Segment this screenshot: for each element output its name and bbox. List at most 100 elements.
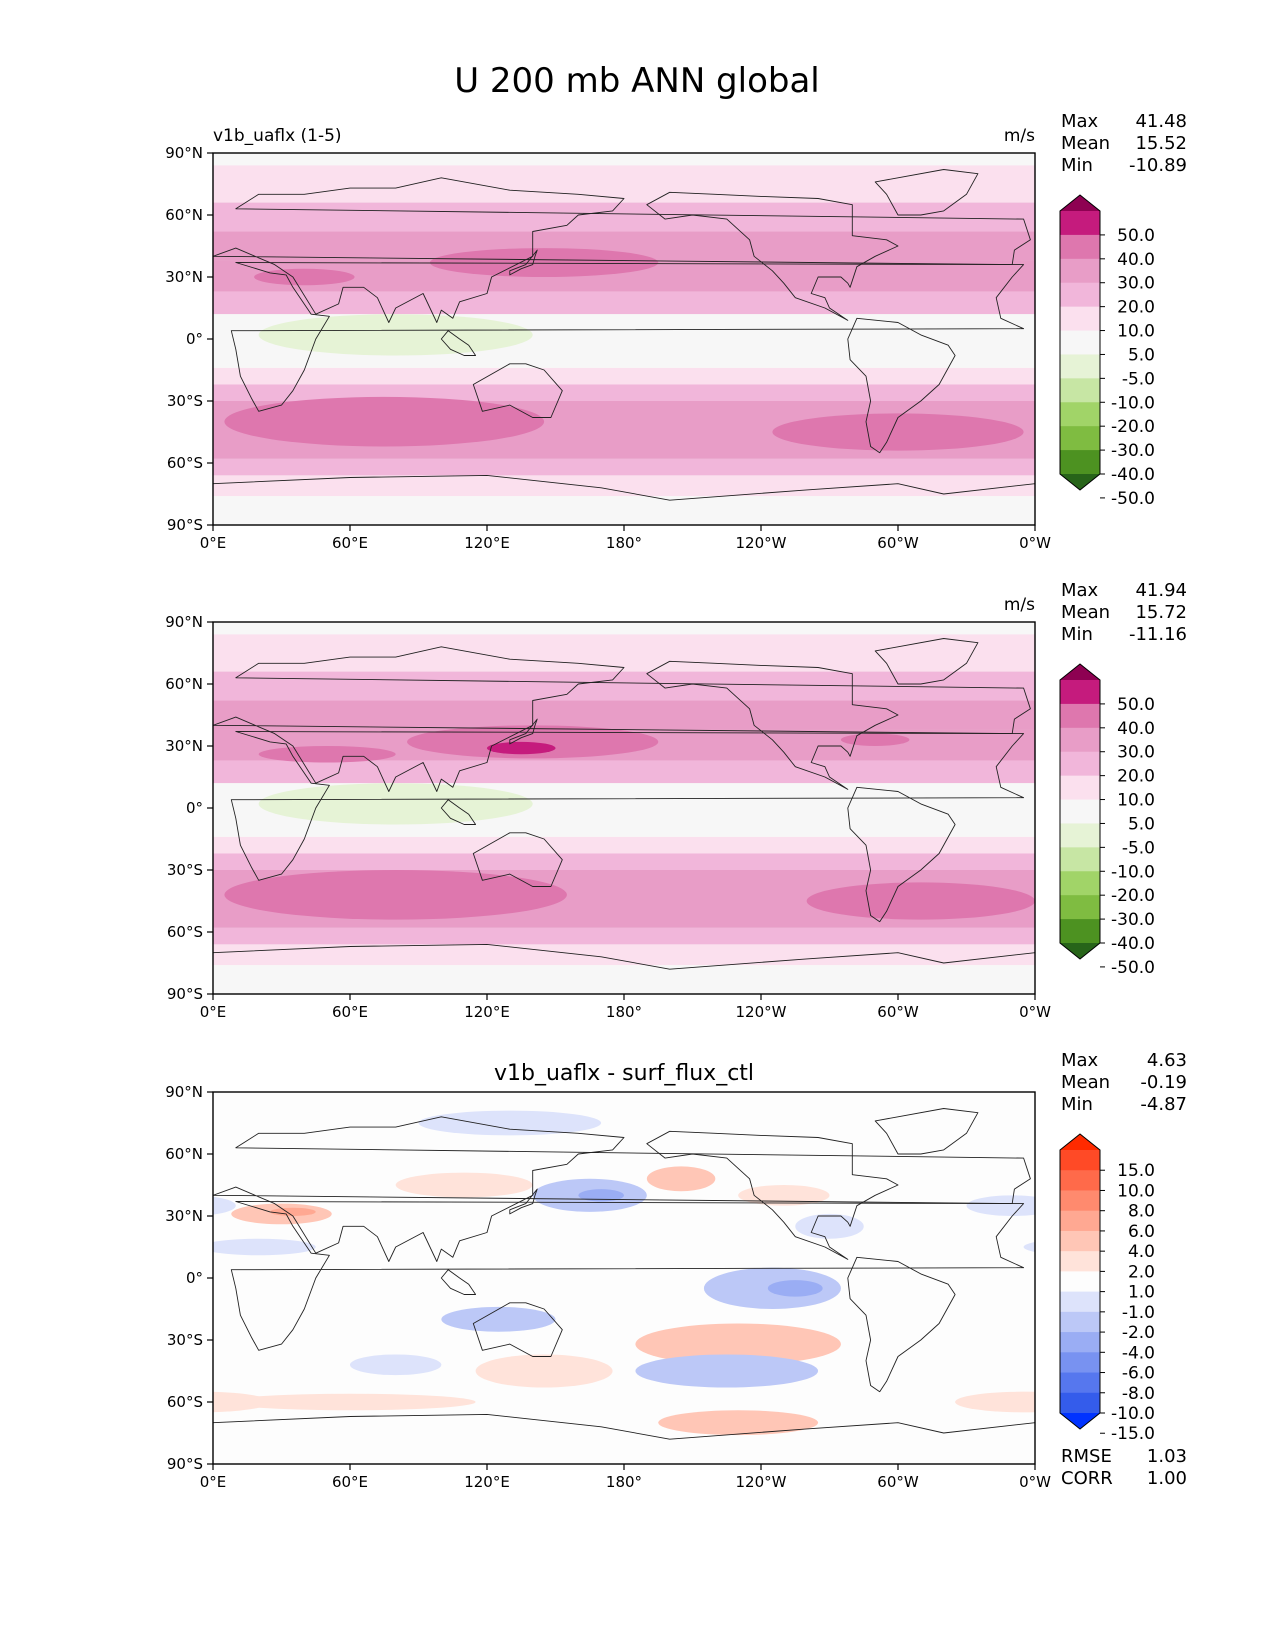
- coastline: [213, 177, 1031, 323]
- contour-band: [213, 291, 1035, 315]
- coastline: [874, 169, 979, 216]
- stat-value: 41.94: [1135, 580, 1187, 601]
- panel-title: v1b_uaflx - surf_flux_ctl: [494, 1061, 754, 1086]
- colorbar-segment: [1060, 1291, 1100, 1313]
- colorbar-tick-label: 15.0: [1117, 1161, 1155, 1181]
- panels: 0°E 60°E 120°E 180° 120°W 60°W 0°W 90°N 60°N 30°N…: [0, 111, 1275, 1491]
- summary-value: 1.00: [1147, 1468, 1187, 1489]
- colorbar-tick-label: -30.0: [1111, 910, 1155, 930]
- panel-title: v1b_uaflx (1-5): [213, 126, 342, 146]
- y-tick-label: 30°N: [165, 737, 203, 755]
- coastlines: [213, 638, 1035, 994]
- stat-label: Max: [1061, 1050, 1099, 1071]
- colorbar-extend-max: [1060, 1134, 1100, 1150]
- colorbar-tick-label: 6.0: [1128, 1222, 1155, 1242]
- stat-label: Mean: [1061, 133, 1110, 154]
- contour-region: [635, 1354, 819, 1388]
- coastline: [509, 249, 538, 276]
- colorbar-tick-label: -40.0: [1111, 934, 1155, 954]
- contour-band: [213, 384, 1035, 401]
- contour-region: [1081, 314, 1275, 355]
- colorbar-extend-min: [1060, 943, 1100, 959]
- contour-region: [350, 1354, 442, 1376]
- stat-label: Min: [1061, 624, 1093, 645]
- contour-region: [0, 1280, 1, 1297]
- units-label: m/s: [1004, 126, 1035, 146]
- figure-title: U 200 mb ANN global: [454, 61, 820, 101]
- colorbar-segment: [1060, 823, 1100, 848]
- colorbar-tick-label: -1.0: [1122, 1303, 1155, 1323]
- contour-region: [1241, 1111, 1275, 1136]
- contour-region: [0, 882, 213, 919]
- y-tick-label: 90°S: [167, 985, 203, 1003]
- y-tick-label: 60°S: [167, 923, 203, 941]
- colorbar-tick-label: -8.0: [1122, 1384, 1155, 1404]
- contour-region: [806, 882, 1035, 920]
- colorbar-segment: [1060, 450, 1100, 475]
- colorbar-segment: [1060, 306, 1100, 332]
- stat-value: -4.87: [1140, 1094, 1187, 1115]
- contour-region: [418, 1110, 602, 1136]
- coastline: [213, 943, 1035, 994]
- colorbar-tick-label: 2.0: [1128, 1262, 1155, 1282]
- colorbar-segment: [1060, 426, 1100, 451]
- colorbar-tick-label: 10.0: [1117, 322, 1155, 342]
- coastline: [472, 363, 563, 418]
- contour-region: [213, 1238, 316, 1256]
- contour-band: [213, 202, 1035, 232]
- coastline: [472, 1302, 563, 1357]
- coastline: [847, 317, 956, 454]
- colorbar-segment: [1060, 1190, 1100, 1212]
- contour-region: [475, 1354, 613, 1388]
- coastline: [213, 1116, 1031, 1262]
- coastline: [213, 1413, 1035, 1464]
- contour-region: [955, 1391, 1035, 1413]
- colorbar-tick-label: -15.0: [1111, 1424, 1155, 1444]
- colorbar-tick-label: 8.0: [1128, 1202, 1155, 1222]
- colorbar-tick-label: 50.0: [1117, 695, 1155, 715]
- colorbar-segment: [1060, 1230, 1100, 1252]
- x-tick-label: 180°: [606, 534, 642, 552]
- contour-region: [254, 268, 355, 286]
- contour-region: [658, 1410, 819, 1436]
- contour-region: [0, 1214, 42, 1239]
- colorbar-segment: [1060, 871, 1100, 896]
- contour-region: [1081, 783, 1275, 824]
- contour-region: [213, 1196, 236, 1215]
- contour-region: [258, 746, 396, 763]
- contour-region: [840, 733, 910, 746]
- contour-region: [795, 1213, 864, 1239]
- x-tick-label: 120°E: [464, 534, 510, 552]
- y-tick-label: 90°S: [167, 1455, 203, 1473]
- field-contours: [0, 622, 1275, 994]
- units-label: m/s: [1004, 595, 1035, 615]
- contour-region: [407, 725, 659, 759]
- coastline: [847, 786, 956, 923]
- contour-region: [270, 1207, 316, 1217]
- contour-region: [772, 413, 1024, 451]
- contour-region: [1252, 248, 1275, 277]
- colorbar-tick-label: 5.0: [1128, 345, 1155, 365]
- x-tick-label: 120°W: [736, 534, 787, 552]
- colorbar-tick-label: 5.0: [1128, 814, 1155, 834]
- contour-region: [0, 413, 202, 450]
- x-tick-label: 120°W: [736, 1003, 787, 1021]
- stat-label: Max: [1061, 111, 1099, 132]
- coastline: [230, 731, 1025, 881]
- stat-label: Mean: [1061, 602, 1110, 623]
- stat-value: -11.16: [1129, 624, 1187, 645]
- x-tick-label: 0°E: [200, 534, 227, 552]
- colorbar-segment: [1060, 799, 1100, 824]
- colorbar-segment: [1060, 354, 1100, 379]
- contour-region: [1023, 1242, 1035, 1252]
- coastline: [874, 638, 979, 685]
- coastline: [440, 330, 477, 356]
- coastlines: [213, 169, 1035, 525]
- stat-value: 15.72: [1135, 602, 1187, 623]
- summary-label: RMSE: [1061, 1446, 1112, 1467]
- contour-band: [213, 927, 1035, 945]
- colorbar: 15.010.08.06.04.02.01.0-1.0-2.0-4.0-6.0-…: [1059, 1133, 1155, 1444]
- y-tick-label: 0°: [186, 1269, 203, 1287]
- contour-region: [966, 1195, 1035, 1216]
- coastline: [213, 646, 1031, 792]
